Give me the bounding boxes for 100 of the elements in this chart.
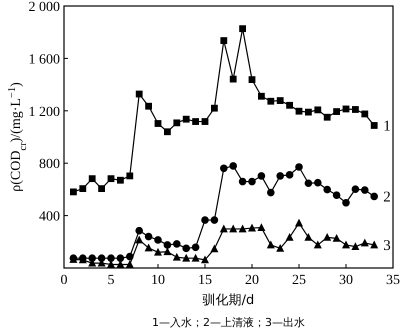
point [192,254,200,262]
point [295,218,303,226]
point [70,188,77,196]
point [192,244,200,252]
point [370,192,378,200]
point [182,116,190,123]
point [126,172,134,180]
point [351,242,360,250]
x-tick-label: 20 [245,273,259,288]
point [210,244,218,252]
point [276,172,284,180]
x-tick-label: 15 [198,273,212,288]
point [370,122,378,129]
point [88,175,96,182]
point [295,163,303,171]
point [173,119,180,126]
series-label: 1 [383,118,391,134]
point [107,254,115,262]
point [323,186,331,194]
point [116,254,124,262]
point [324,114,331,121]
point [276,97,284,104]
point [135,226,143,234]
point [342,106,350,112]
point [164,241,172,249]
point [144,232,152,240]
point [257,223,266,232]
point [172,252,181,261]
x-tick-label: 10 [151,273,165,288]
point [126,260,134,268]
point [164,128,171,136]
x-tick-label: 5 [108,273,114,288]
point [229,162,237,170]
point [361,110,368,118]
point [342,198,350,207]
point [201,255,209,264]
point [145,102,152,110]
point [286,232,294,241]
point [314,178,322,187]
point [248,76,256,84]
point [286,102,293,109]
point [220,164,228,172]
x-tick-label: 25 [292,273,306,288]
point [192,118,199,125]
point [201,216,209,224]
x-tick-label: 35 [386,273,400,288]
point [211,104,218,112]
series-label: 3 [383,238,391,254]
point [182,254,190,262]
y-tick-label: 400 [39,210,60,225]
y-tick-label: 800 [39,157,60,172]
point [136,90,143,98]
point [286,171,294,179]
point [182,244,190,252]
point [248,178,256,186]
text: 1—入水；2—上清液；3—出水 [152,316,305,329]
point [258,172,266,180]
point [267,98,274,105]
point [154,120,162,127]
point [276,244,284,252]
point [370,240,378,248]
point [229,224,238,232]
point [296,108,302,115]
point [304,179,312,188]
point [135,236,144,244]
point [117,176,124,184]
point [333,108,340,115]
point [314,106,322,114]
y-tick-label: 1 600 [28,52,60,68]
point [248,224,256,232]
point [98,185,105,192]
point [108,175,114,182]
y-tick-label: 2 000 [28,0,60,15]
point [258,92,265,100]
point [173,240,181,248]
x-axis-title: 驯化期/d [202,293,254,308]
point [202,118,208,125]
point [220,224,228,232]
point [361,186,369,194]
point [154,236,162,244]
point [210,216,218,224]
point [220,37,228,44]
point [238,178,246,186]
point [154,248,162,256]
point [267,188,275,196]
point [342,240,350,248]
point [360,238,369,246]
point [239,25,246,32]
point [314,240,322,248]
point [266,240,275,248]
y-tick-label: 1 200 [28,104,60,120]
point [352,106,359,113]
point [304,232,312,241]
point [305,108,312,116]
point [332,234,341,242]
x-tick-label: 0 [60,273,68,288]
point [79,185,86,192]
point [144,244,153,252]
point [323,232,332,241]
series-label: 2 [383,189,391,206]
